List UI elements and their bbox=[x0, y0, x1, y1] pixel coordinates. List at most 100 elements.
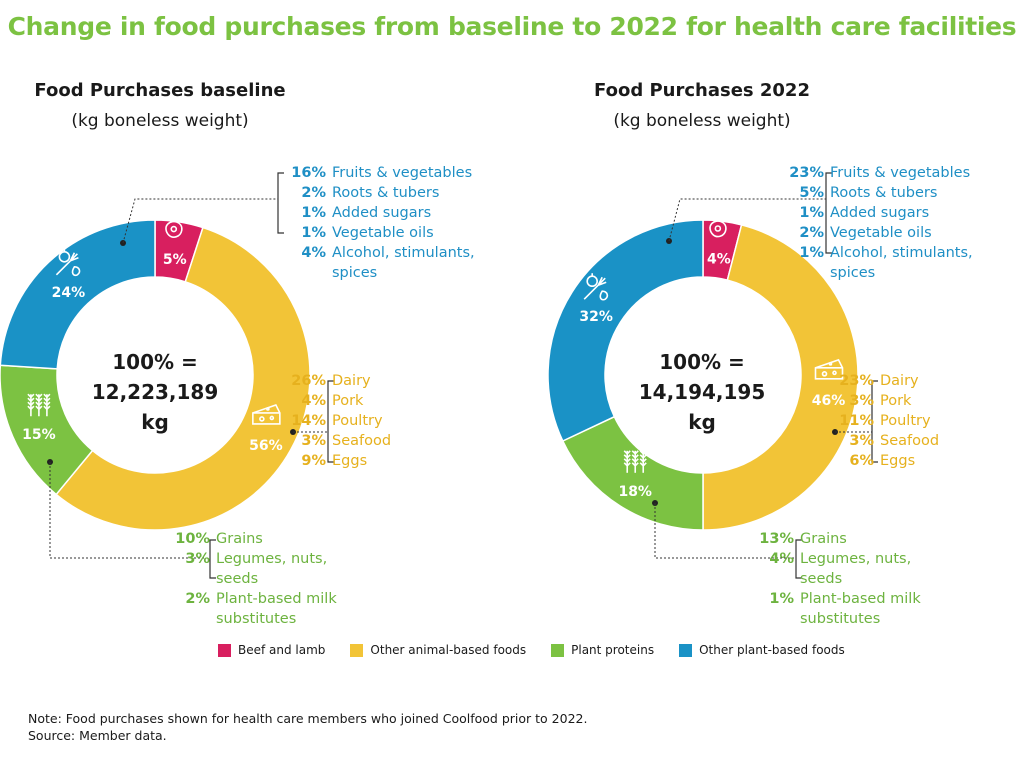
breakdown-pct: 14% bbox=[291, 413, 326, 429]
breakdown-bracket bbox=[795, 539, 802, 579]
breakdown-pct: 1% bbox=[799, 245, 824, 261]
legend-item: Beef and lamb bbox=[218, 643, 325, 657]
slice-label: 56% bbox=[249, 438, 283, 454]
breakdown-pct: 3% bbox=[185, 551, 210, 567]
breakdown-row: 11% Poultry bbox=[830, 411, 1024, 431]
breakdown-label: Dairy bbox=[880, 373, 919, 389]
total-baseline: 100% = 12,223,189 kg bbox=[80, 347, 230, 437]
breakdown-row: 10% Grains bbox=[166, 529, 361, 549]
main-title: Change in food purchases from baseline t… bbox=[7, 12, 1017, 41]
breakdown-bracket bbox=[327, 380, 334, 463]
source-text: Source: Member data. bbox=[28, 728, 167, 743]
breakdown-row: 1% Alcohol, stimulants, spices bbox=[780, 243, 975, 283]
breakdown-row: 14% Poultry bbox=[282, 411, 477, 431]
slice-label: 18% bbox=[618, 484, 652, 500]
legend: Beef and lamb Other animal-based foods Pla… bbox=[218, 643, 870, 657]
breakdown-row: 13% Grains bbox=[750, 529, 945, 549]
slice-label: 24% bbox=[52, 285, 86, 301]
leader-line bbox=[122, 198, 278, 244]
chart-subtitle-baseline: (kg boneless weight) bbox=[71, 111, 249, 131]
breakdown-label: Plant-based milk substitutes bbox=[800, 591, 921, 627]
breakdown-pct: 1% bbox=[769, 591, 794, 607]
breakdown-pct: 10% bbox=[175, 531, 210, 547]
breakdown-row: 9% Eggs bbox=[282, 451, 477, 471]
chart-heading-baseline: Food Purchases baseline (kg boneless wei… bbox=[0, 80, 320, 131]
breakdown-row: 5% Roots & tubers bbox=[780, 183, 975, 203]
breakdown-2022-other-animal: 23% Dairy 3% Pork 11% Poultry 3% Seafood 6% Eggs bbox=[830, 371, 1024, 471]
breakdown-row: 1% Added sugars bbox=[282, 203, 477, 223]
breakdown-pct: 3% bbox=[849, 433, 874, 449]
breakdown-pct: 9% bbox=[301, 453, 326, 469]
breakdown-pct: 6% bbox=[849, 453, 874, 469]
breakdown-row: 16% Fruits & vegetables bbox=[282, 163, 477, 183]
slice-label: 46% bbox=[812, 393, 846, 409]
breakdown-bracket bbox=[871, 380, 878, 463]
breakdown-bracket bbox=[209, 539, 216, 579]
breakdown-label: Vegetable oils bbox=[332, 225, 434, 241]
leader-line bbox=[49, 462, 210, 559]
breakdown-label: Grains bbox=[800, 531, 847, 547]
legend-swatch bbox=[551, 643, 565, 657]
breakdown-row: 2% Vegetable oils bbox=[780, 223, 975, 243]
footnote: Note: Food purchases shown for health ca… bbox=[28, 710, 587, 744]
breakdown-pct: 3% bbox=[849, 393, 874, 409]
breakdown-label: Seafood bbox=[332, 433, 392, 449]
breakdown-label: Alcohol, stimulants, spices bbox=[830, 245, 973, 281]
breakdown-label: Eggs bbox=[880, 453, 916, 469]
steak-icon bbox=[165, 220, 183, 238]
note-text: Note: Food purchases shown for health ca… bbox=[28, 711, 588, 726]
legend-label: Plant proteins bbox=[571, 643, 655, 657]
breakdown-pct: 11% bbox=[839, 413, 874, 429]
breakdown-pct: 23% bbox=[789, 165, 824, 181]
breakdown-label: Added sugars bbox=[830, 205, 930, 221]
breakdown-pct: 23% bbox=[839, 373, 874, 389]
breakdown-label: Roots & tubers bbox=[332, 185, 440, 201]
breakdown-pct: 4% bbox=[301, 245, 326, 261]
breakdown-row: 3% Pork bbox=[830, 391, 1024, 411]
breakdown-row: 4% Alcohol, stimulants, spices bbox=[282, 243, 477, 283]
breakdown-pct: 26% bbox=[291, 373, 326, 389]
breakdown-pct: 1% bbox=[301, 205, 326, 221]
donut-slice bbox=[55, 226, 311, 531]
breakdown-bracket bbox=[825, 172, 832, 254]
breakdown-pct: 5% bbox=[799, 185, 824, 201]
chart-title-2022: Food Purchases 2022 bbox=[594, 80, 810, 101]
breakdown-label: Legumes, nuts, seeds bbox=[800, 551, 912, 587]
legend-swatch bbox=[350, 643, 364, 657]
breakdown-label: Poultry bbox=[880, 413, 931, 429]
slice-label: 32% bbox=[579, 309, 613, 325]
breakdown-label: Fruits & vegetables bbox=[332, 165, 473, 181]
breakdown-row: 26% Dairy bbox=[282, 371, 477, 391]
breakdown-pct: 3% bbox=[301, 433, 326, 449]
breakdown-label: Grains bbox=[216, 531, 263, 547]
slice-label: 5% bbox=[163, 252, 187, 268]
breakdown-label: Roots & tubers bbox=[830, 185, 938, 201]
breakdown-row: 23% Fruits & vegetables bbox=[780, 163, 975, 183]
breakdown-label: Eggs bbox=[332, 453, 368, 469]
vegetables-icon bbox=[583, 273, 609, 301]
breakdown-row: 3% Seafood bbox=[830, 431, 1024, 451]
breakdown-2022-other-plant: 23% Fruits & vegetables 5% Roots & tubers 1%… bbox=[780, 163, 975, 283]
breakdown-label: Alcohol, stimulants, spices bbox=[332, 245, 475, 281]
breakdown-row: 23% Dairy bbox=[830, 371, 1024, 391]
breakdown-pct: 4% bbox=[769, 551, 794, 567]
vegetables-icon bbox=[55, 248, 81, 277]
legend-swatch bbox=[218, 643, 231, 657]
breakdown-label: Pork bbox=[332, 393, 364, 409]
breakdown-baseline-other-animal: 26% Dairy 4% Pork 14% Poultry 3% Seafood 9% Eggs bbox=[282, 371, 477, 471]
breakdown-label: Added sugars bbox=[332, 205, 432, 221]
chart-subtitle-2022: (kg boneless weight) bbox=[613, 111, 791, 131]
breakdown-row: 1% Vegetable oils bbox=[282, 223, 477, 243]
breakdown-label: Fruits & vegetables bbox=[830, 165, 971, 181]
breakdown-pct: 1% bbox=[799, 205, 824, 221]
donut-slice bbox=[547, 219, 704, 442]
breakdown-row: 4% Pork bbox=[282, 391, 477, 411]
leader-line bbox=[654, 503, 796, 559]
breakdown-pct: 13% bbox=[759, 531, 794, 547]
donut-slice bbox=[702, 223, 859, 531]
breakdown-pct: 16% bbox=[291, 165, 326, 181]
breakdown-row: 3% Legumes, nuts, seeds bbox=[166, 549, 361, 589]
grains-icon bbox=[27, 393, 51, 417]
grains-icon bbox=[623, 450, 647, 473]
